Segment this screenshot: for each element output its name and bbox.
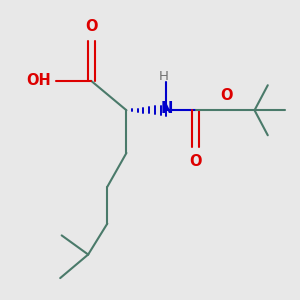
Text: OH: OH xyxy=(27,73,51,88)
Text: O: O xyxy=(85,19,98,34)
Text: O: O xyxy=(189,154,202,169)
Text: N: N xyxy=(161,101,173,116)
Text: O: O xyxy=(220,88,233,103)
Text: H: H xyxy=(158,70,168,83)
